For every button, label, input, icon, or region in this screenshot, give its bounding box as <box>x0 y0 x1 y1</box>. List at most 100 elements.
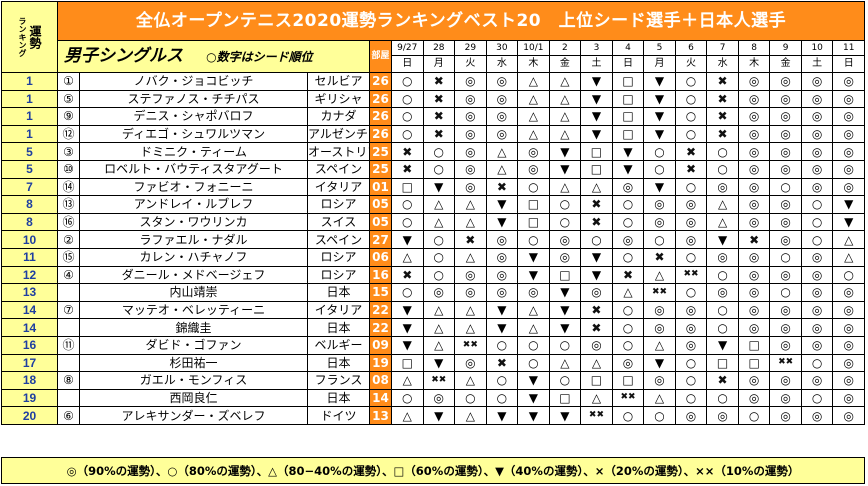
fortune-mark: ✖ <box>485 177 519 197</box>
weekday-header: 火 <box>674 55 708 73</box>
fortune-mark: ◎ <box>800 72 834 91</box>
player-row: 16 ⑪ ダビド・ゴファン ベルギー 09 ▼ △ ✖✖ ○ ○ ○ ◎ ○ △ ◎ ▼ □ ◎ ◎ ◎ <box>1 335 865 355</box>
fortune-mark: □ <box>548 388 582 408</box>
fortune-mark: ○ <box>769 247 802 267</box>
fortune-mark: ◎ <box>800 371 834 390</box>
room-cell: 19 <box>369 353 392 373</box>
fortune-mark: □ <box>517 195 550 214</box>
country-cell: 日本 <box>307 353 370 373</box>
date-header: 2 <box>548 40 582 56</box>
seed-cell: ⑥ <box>57 406 80 425</box>
player-row: 20 ⑥ アレキサンダー・ズベレフ ドイツ 13 △ ▼ △ ▼ ▼ ▼ ✖✖ ○ ○ ◎ ◎ ○ ◎ ◎ ◎ <box>1 406 865 425</box>
fortune-mark: ✖ <box>391 265 424 285</box>
fortune-mark: ▼ <box>517 247 550 267</box>
section-note: ○数字はシード順位 <box>206 50 313 64</box>
room-cell: 05 <box>369 212 392 232</box>
fortune-mark: △ <box>643 265 676 285</box>
fortune-mark: □ <box>706 353 739 373</box>
fortune-mark: □ <box>391 353 424 373</box>
fortune-mark: ○ <box>800 230 834 249</box>
fortune-mark: ◎ <box>737 212 771 232</box>
fortune-mark: ◎ <box>800 124 834 144</box>
player-name: 内山靖崇 <box>79 283 308 302</box>
fortune-mark: ◎ <box>769 388 802 408</box>
fortune-mark: ○ <box>391 124 424 144</box>
fortune-mark: ✖ <box>580 318 613 337</box>
fortune-mark: △ <box>454 318 487 337</box>
room-cell: 06 <box>369 247 392 267</box>
country-cell: 日本 <box>307 388 370 408</box>
fortune-mark: □ <box>391 177 424 197</box>
player-name: 西岡良仁 <box>79 388 308 408</box>
fortune-mark: ◎ <box>643 371 676 390</box>
date-header: 11 <box>832 40 865 56</box>
fortune-mark: ○ <box>674 371 708 390</box>
fortune-mark: ◎ <box>769 89 802 109</box>
fortune-mark: ◎ <box>800 300 834 320</box>
fortune-mark: ▼ <box>643 72 676 91</box>
country-cell: ロシア <box>307 195 370 214</box>
rank-cell: 1 <box>1 72 58 91</box>
fortune-mark: ◎ <box>454 265 487 285</box>
fortune-mark: △ <box>422 318 456 337</box>
fortune-mark: ✖ <box>611 265 645 285</box>
player-row: 1 ⑤ ステファノス・チチパス ギリシャ 26 ○ ✖ ◎ ◎ △ △ ▼ □ ▼ ○ ✖ ◎ ◎ ◎ ◎ <box>1 89 865 109</box>
fortune-mark: □ <box>548 265 582 285</box>
fortune-mark: ✖ <box>706 72 739 91</box>
fortune-mark: ◎ <box>832 72 865 91</box>
fortune-mark: ○ <box>391 212 424 232</box>
fortune-mark: ○ <box>706 318 739 337</box>
fortune-mark: ○ <box>643 142 676 161</box>
fortune-mark: ◎ <box>674 335 708 355</box>
fortune-mark: ▼ <box>485 195 519 214</box>
player-name: ガエル・モンフィス <box>79 371 308 390</box>
fortune-mark: ○ <box>611 212 645 232</box>
weekday-header: 日 <box>391 55 424 73</box>
fortune-mark: ▼ <box>391 335 424 355</box>
fortune-mark: ▼ <box>485 406 519 425</box>
rank-cell: 11 <box>1 247 58 267</box>
fortune-mark: ◎ <box>737 124 771 144</box>
rank-cell: 1 <box>1 124 58 144</box>
rank-cell: 17 <box>1 353 58 373</box>
fortune-mark: ◎ <box>737 177 771 197</box>
fortune-mark: ◎ <box>800 247 834 267</box>
country-cell: ロシア <box>307 247 370 267</box>
room-cell: 05 <box>369 195 392 214</box>
fortune-mark: △ <box>454 247 487 267</box>
fortune-mark: △ <box>548 107 582 126</box>
fortune-mark: ▼ <box>643 124 676 144</box>
fortune-mark: △ <box>517 124 550 144</box>
fortune-mark: ◎ <box>800 265 834 285</box>
fortune-mark: ◎ <box>611 353 645 373</box>
fortune-mark: △ <box>485 159 519 179</box>
fortune-mark: △ <box>422 335 456 355</box>
fortune-mark: ○ <box>391 283 424 302</box>
fortune-mark: ◎ <box>737 247 771 267</box>
fortune-mark: △ <box>580 388 613 408</box>
fortune-mark: ○ <box>611 300 645 320</box>
fortune-mark: ○ <box>485 388 519 408</box>
room-cell: 26 <box>369 89 392 109</box>
country-cell: フランス <box>307 371 370 390</box>
fortune-mark: ✖ <box>643 247 676 267</box>
fortune-mark: ◎ <box>769 230 802 249</box>
fortune-mark: ○ <box>674 107 708 126</box>
fortune-mark: ▼ <box>580 124 613 144</box>
player-row: 8 ⑬ アンドレイ・ルブレフ ロシア 05 ○ △ △ ▼ □ ○ ✖ ○ ◎ ◎ △ ◎ ◎ ○ ▼ <box>1 195 865 214</box>
fortune-mark: ▼ <box>580 89 613 109</box>
fortune-mark: ◎ <box>800 406 834 425</box>
player-name: カレン・ハチャノフ <box>79 247 308 267</box>
fortune-mark: ○ <box>580 230 613 249</box>
fortune-mark: ◎ <box>737 107 771 126</box>
player-row: 18 ⑧ ガエル・モンフィス フランス 08 △ ✖✖ △ ○ ▼ ○ □ □ ◎ ○ ✖ ◎ ◎ ◎ ◎ <box>1 371 865 390</box>
room-cell: 26 <box>369 124 392 144</box>
rank-cell: 8 <box>1 212 58 232</box>
room-cell: 09 <box>369 335 392 355</box>
fortune-mark: ◎ <box>485 72 519 91</box>
fortune-mark: △ <box>706 212 739 232</box>
player-row: 7 ⑭ ファビオ・フォニーニ イタリア 01 □ ▼ ◎ ✖ ○ △ △ ◎ ▼ ○ ◎ ◎ ○ ◎ ◎ <box>1 177 865 197</box>
fortune-mark: ◎ <box>454 177 487 197</box>
seed-cell: ⑯ <box>57 212 80 232</box>
